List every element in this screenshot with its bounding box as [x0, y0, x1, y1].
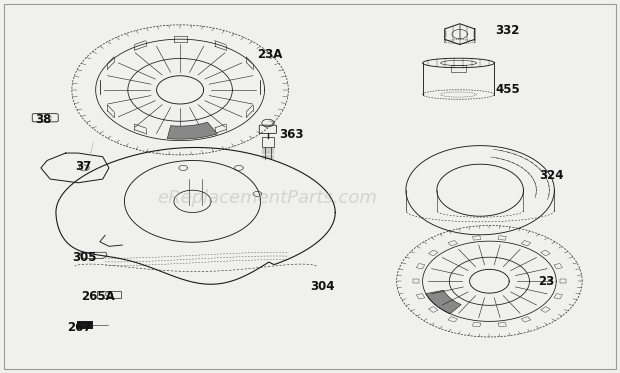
- Text: 332: 332: [495, 24, 520, 37]
- Polygon shape: [426, 290, 461, 314]
- Polygon shape: [167, 122, 218, 139]
- Text: 38: 38: [35, 113, 51, 126]
- Bar: [451, 65, 466, 72]
- Text: 324: 324: [539, 169, 564, 182]
- Text: 37: 37: [75, 160, 91, 173]
- Text: 304: 304: [310, 280, 335, 293]
- Text: 305: 305: [72, 251, 96, 264]
- Bar: [97, 291, 122, 298]
- Text: 23A: 23A: [257, 48, 283, 61]
- Text: 265A: 265A: [81, 289, 115, 303]
- Text: 23: 23: [538, 275, 554, 288]
- Text: 363: 363: [279, 128, 304, 141]
- Bar: [262, 137, 274, 147]
- Text: 455: 455: [495, 84, 520, 96]
- Text: 267: 267: [68, 321, 92, 334]
- Text: eReplacementParts.com: eReplacementParts.com: [157, 189, 376, 207]
